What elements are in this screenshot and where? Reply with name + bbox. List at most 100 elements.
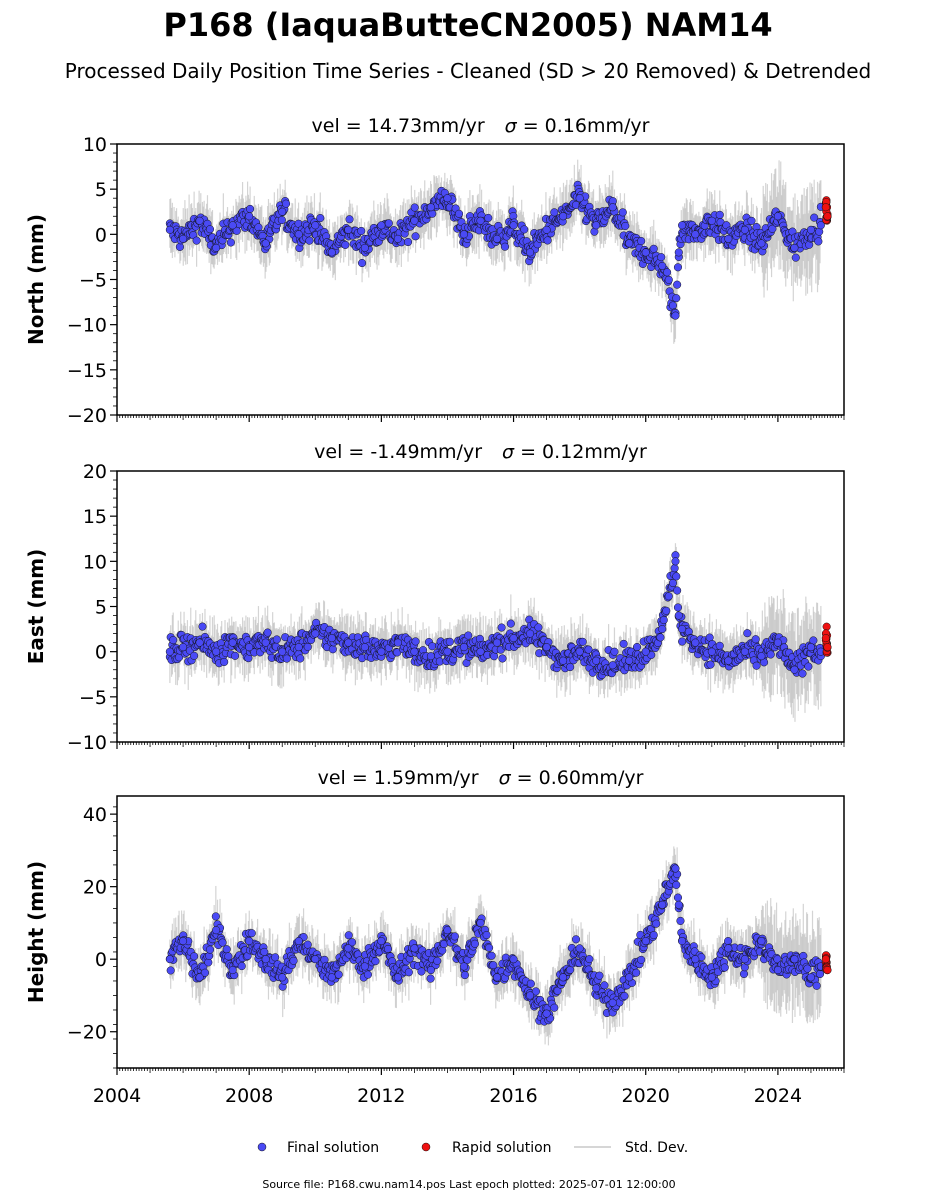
data-point-final bbox=[464, 631, 473, 640]
data-point-final bbox=[673, 586, 682, 595]
data-point-rapid bbox=[823, 212, 832, 221]
data-point-final bbox=[179, 234, 188, 243]
data-point-final bbox=[341, 240, 350, 249]
data-point-final bbox=[426, 652, 435, 661]
data-point-final bbox=[445, 637, 454, 646]
data-point-final bbox=[271, 953, 280, 962]
y-axis-label-north: North (mm) bbox=[24, 214, 48, 345]
data-point-final bbox=[263, 628, 272, 637]
data-point-final bbox=[294, 230, 303, 239]
data-point-final bbox=[261, 239, 270, 248]
data-point-final bbox=[608, 661, 617, 670]
points-north bbox=[165, 180, 832, 320]
data-point-final bbox=[165, 225, 174, 234]
data-point-final bbox=[740, 647, 749, 656]
data-point-final bbox=[656, 633, 665, 642]
data-point-final bbox=[384, 219, 393, 228]
data-point-final bbox=[212, 243, 221, 252]
data-point-final bbox=[500, 242, 510, 251]
data-point-final bbox=[454, 209, 464, 218]
data-point-final bbox=[200, 968, 210, 977]
data-point-final bbox=[316, 214, 325, 223]
y-tick-label: 10 bbox=[83, 134, 107, 156]
data-point-final bbox=[289, 956, 298, 965]
panel-title-sigma-value: = 0.12mm/yr bbox=[514, 441, 647, 463]
data-point-final bbox=[228, 638, 237, 647]
panel-title-north: vel = 14.73mm/yr σ = 0.16mm/yr bbox=[312, 115, 650, 137]
data-point-final bbox=[678, 625, 687, 634]
panel-east: −10 −5 0 5 10 15 20 East (mm) vel = -1.49mm/yr σ … bbox=[24, 441, 845, 754]
data-point-final bbox=[497, 623, 506, 632]
data-point-final bbox=[672, 572, 681, 581]
data-point-final bbox=[228, 221, 237, 230]
data-point-final bbox=[707, 647, 716, 656]
data-point-final bbox=[237, 962, 246, 971]
data-point-final bbox=[670, 564, 679, 573]
data-point-final bbox=[773, 638, 782, 647]
panels: −20 −15 −10 −5 0 5 10 North (mm) vel = 14.73mm/y… bbox=[24, 115, 845, 1107]
data-point-final bbox=[363, 970, 372, 979]
data-point-final bbox=[706, 660, 715, 669]
data-point-final bbox=[637, 237, 646, 246]
data-point-final bbox=[426, 974, 435, 983]
data-point-final bbox=[757, 239, 766, 248]
data-point-final bbox=[459, 643, 469, 652]
data-point-final bbox=[303, 642, 312, 652]
data-point-final bbox=[411, 637, 420, 646]
data-point-final bbox=[393, 638, 402, 647]
data-point-final bbox=[169, 636, 178, 645]
data-point-final bbox=[166, 966, 175, 975]
data-point-final bbox=[578, 637, 587, 646]
data-point-final bbox=[559, 656, 568, 665]
data-point-final bbox=[610, 647, 619, 656]
data-point-final bbox=[707, 216, 716, 225]
data-point-final bbox=[334, 970, 343, 979]
data-point-final bbox=[804, 662, 813, 671]
data-point-final bbox=[277, 216, 286, 225]
data-point-final bbox=[165, 647, 174, 656]
data-point-rapid bbox=[821, 203, 830, 212]
data-point-final bbox=[663, 268, 672, 277]
data-point-final bbox=[433, 956, 442, 965]
data-point-final bbox=[790, 665, 799, 674]
data-point-final bbox=[509, 634, 518, 643]
data-point-final bbox=[278, 647, 287, 656]
x-axis-east bbox=[116, 742, 845, 749]
data-point-final bbox=[403, 237, 413, 247]
data-point-final bbox=[311, 221, 320, 230]
plot-frame-east bbox=[116, 470, 845, 743]
data-point-final bbox=[246, 204, 255, 213]
data-point-final bbox=[798, 669, 807, 678]
data-point-final bbox=[659, 615, 668, 625]
data-point-final bbox=[542, 643, 551, 652]
panel-title-sigma: σ bbox=[502, 441, 515, 463]
data-point-final bbox=[673, 280, 682, 289]
data-point-final bbox=[459, 230, 469, 239]
data-point-final bbox=[443, 194, 452, 203]
points-height bbox=[165, 863, 832, 1026]
data-point-rapid bbox=[821, 634, 830, 643]
data-point-final bbox=[691, 230, 700, 239]
data-point-final bbox=[664, 592, 673, 601]
data-point-final bbox=[476, 647, 485, 656]
data-point-final bbox=[261, 638, 270, 647]
data-point-final bbox=[542, 225, 551, 234]
data-point-final bbox=[272, 635, 281, 644]
data-point-final bbox=[417, 967, 426, 976]
data-point-final bbox=[190, 952, 199, 961]
data-point-final bbox=[559, 212, 568, 221]
data-point-final bbox=[806, 225, 816, 234]
data-point-final bbox=[345, 215, 354, 224]
data-point-final bbox=[671, 311, 680, 320]
data-point-final bbox=[211, 912, 220, 921]
data-point-final bbox=[806, 643, 816, 652]
data-point-final bbox=[426, 203, 435, 212]
data-point-final bbox=[360, 243, 369, 252]
data-point-final bbox=[328, 645, 337, 654]
y-axis-label-east: East (mm) bbox=[24, 549, 48, 665]
data-point-final bbox=[492, 638, 502, 647]
points-east bbox=[165, 551, 832, 681]
data-point-final bbox=[534, 623, 543, 632]
data-point-final bbox=[641, 248, 650, 257]
